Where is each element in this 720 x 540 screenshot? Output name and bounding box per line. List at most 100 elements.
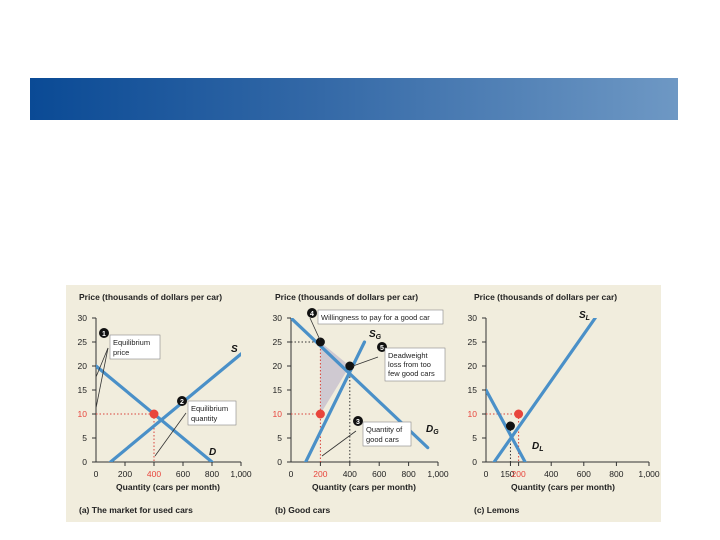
panel-a-xlabel: Quantity (cars per month): [116, 482, 220, 492]
callout-2-box: [187, 400, 237, 426]
panel-a: Price (thousands of dollars per car) 0 5 1…: [78, 292, 252, 515]
ytick-label: 20: [273, 361, 283, 371]
panel-b-callout-4-leader: [309, 317, 321, 341]
ytick-label: 30: [468, 313, 478, 323]
ytick-label: 15: [273, 385, 283, 395]
callout-1-badge: [99, 328, 109, 338]
panel-b-ylabel: Price (thousands of dollars per car): [275, 292, 418, 302]
panel-b-point-good-cars: [315, 409, 325, 419]
panel-a-caption: (a) The market for used cars: [79, 505, 193, 515]
callout-3-badge: [353, 416, 363, 426]
ytick-label: 20: [468, 361, 478, 371]
xtick-label: 400: [147, 469, 161, 479]
panel-c-supply-line: [492, 318, 597, 462]
xtick-label: 1,000: [427, 469, 449, 479]
panel-c-point-red: [514, 409, 524, 419]
xtick-label: 0: [484, 469, 489, 479]
panel-a-supply-line: [108, 352, 241, 462]
deadweight-loss-area: [320, 342, 350, 414]
svg-text:Quantity of: Quantity of: [366, 425, 403, 434]
ytick-label: 10: [78, 409, 88, 419]
svg-text:5: 5: [380, 345, 384, 352]
panel-a-equilibrium-point: [149, 409, 159, 419]
ytick-label: 10: [273, 409, 283, 419]
callout-2-badge: [177, 396, 187, 406]
xtick-label: 800: [205, 469, 219, 479]
callout-4-box: [317, 309, 444, 325]
xtick-label: 0: [94, 469, 99, 479]
xtick-label: 1,000: [230, 469, 252, 479]
panel-a-callout-2-leader: [154, 412, 187, 457]
panel-a-demand-label: D: [209, 447, 216, 458]
xtick-label: 1,000: [638, 469, 660, 479]
panel-a-ylabel: Price (thousands of dollars per car): [79, 292, 222, 302]
xtick-label: 200: [118, 469, 132, 479]
xtick-label: 800: [402, 469, 416, 479]
panel-b: Price (thousands of dollars per car) 0 5 1…: [273, 292, 449, 515]
ytick-label: 5: [82, 433, 87, 443]
xtick-label: 200: [512, 469, 526, 479]
ytick-label: 15: [468, 385, 478, 395]
panel-c: Price (thousands of dollars per car) 0 5 1…: [468, 292, 660, 515]
panel-b-callout-3-leader: [321, 430, 357, 457]
svg-text:Deadweight: Deadweight: [388, 351, 429, 360]
svg-text:Equilibrium: Equilibrium: [191, 404, 228, 413]
ytick-label: 5: [277, 433, 282, 443]
svg-text:3: 3: [356, 419, 360, 426]
panel-b-point-willingness: [315, 337, 325, 347]
panel-a-callout-1-leader: [95, 347, 109, 378]
ytick-label: 30: [78, 313, 88, 323]
panel-b-xlabel: Quantity (cars per month): [312, 482, 416, 492]
callout-4-badge: [307, 308, 317, 318]
panel-b-supply-line: [304, 340, 367, 462]
ytick-label: 10: [468, 409, 478, 419]
ytick-label: 25: [273, 337, 283, 347]
xtick-label: 600: [176, 469, 190, 479]
ytick-label: 15: [78, 385, 88, 395]
svg-text:price: price: [113, 348, 129, 357]
panel-c-xlabel: Quantity (cars per month): [511, 482, 615, 492]
xtick-label: 200: [313, 469, 327, 479]
xtick-label: 0: [289, 469, 294, 479]
chart-figure: Price (thousands of dollars per car) 0 5 1…: [78, 292, 660, 515]
xtick-label: 150: [500, 469, 514, 479]
svg-text:loss from too: loss from too: [388, 360, 431, 369]
svg-text:4: 4: [310, 311, 314, 318]
xtick-label: 600: [577, 469, 591, 479]
svg-text:quantity: quantity: [191, 414, 218, 423]
panel-b-callout-5-leader: [352, 356, 379, 367]
title-banner: [30, 78, 678, 120]
ytick-label: 0: [82, 457, 87, 467]
callout-1-box: [109, 334, 161, 360]
panel-c-point-black: [505, 421, 515, 431]
xtick-label: 400: [343, 469, 357, 479]
panel-c-demand-label: DL: [532, 441, 544, 453]
svg-text:Willingness to pay for a good: Willingness to pay for a good car: [321, 313, 430, 322]
callout-3-box: [362, 421, 412, 447]
ytick-label: 25: [78, 337, 88, 347]
ytick-label: 25: [468, 337, 478, 347]
panel-a-supply-label: S: [231, 344, 238, 355]
xtick-label: 400: [544, 469, 558, 479]
svg-text:1: 1: [102, 331, 106, 338]
ytick-label: 20: [78, 361, 88, 371]
svg-text:few good cars: few good cars: [388, 369, 435, 378]
panel-b-caption: (b) Good cars: [275, 505, 331, 515]
panel-c-supply-label: SL: [579, 310, 590, 322]
svg-text:2: 2: [180, 399, 184, 406]
panel-b-demand-label: DG: [426, 424, 439, 436]
figure-panel: Price (thousands of dollars per car) 0 5 1…: [66, 285, 661, 522]
panel-b-point-efficient: [345, 361, 355, 371]
panel-b-supply-label: SG: [369, 329, 382, 341]
ytick-label: 0: [472, 457, 477, 467]
ytick-label: 30: [273, 313, 283, 323]
panel-c-ylabel: Price (thousands of dollars per car): [474, 292, 617, 302]
callout-5-box: [384, 347, 446, 382]
svg-text:good cars: good cars: [366, 435, 399, 444]
callout-5-badge: [377, 342, 387, 352]
ytick-label: 5: [472, 433, 477, 443]
panel-c-caption: (c) Lemons: [474, 505, 520, 515]
ytick-label: 0: [277, 457, 282, 467]
panel-c-demand-line: [486, 388, 527, 462]
svg-text:Equilibrium: Equilibrium: [113, 338, 150, 347]
